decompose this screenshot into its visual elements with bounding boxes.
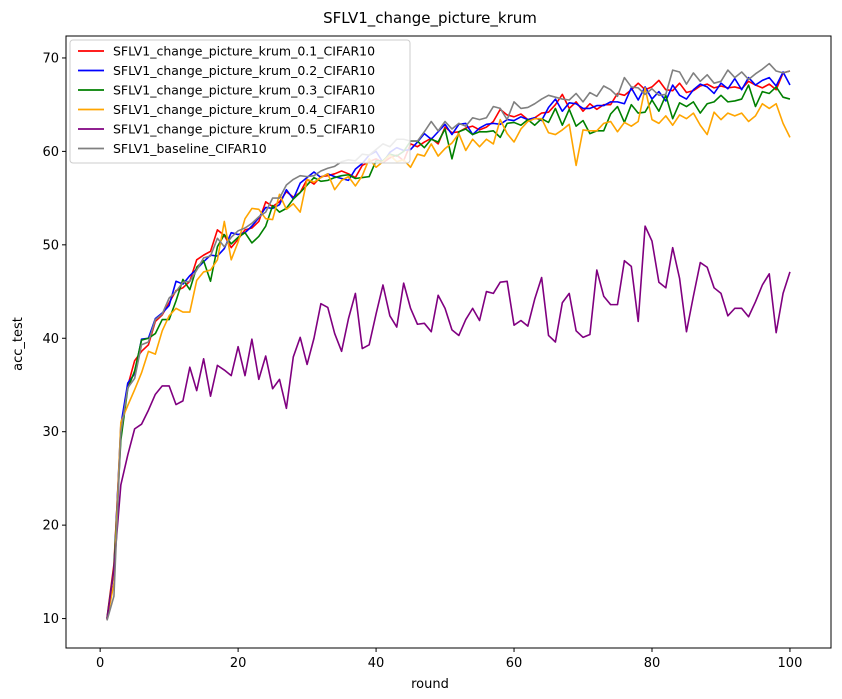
x-tick-label: 0 — [96, 656, 104, 671]
axes-frame — [65, 35, 832, 649]
legend-label: SFLV1_change_picture_krum_0.2_CIFAR10 — [113, 63, 375, 78]
legend-label: SFLV1_change_picture_krum_0.4_CIFAR10 — [113, 102, 375, 117]
y-tick-label: 30 — [42, 425, 59, 440]
x-tick-label: 60 — [506, 656, 523, 671]
legend: SFLV1_change_picture_krum_0.1_CIFAR10 SFL… — [69, 39, 411, 164]
legend-label: SFLV1_change_picture_krum_0.1_CIFAR10 — [113, 44, 375, 59]
series-line-6 — [106, 62, 791, 621]
y-tick-label: 70 — [42, 51, 59, 66]
x-tick-label: 40 — [368, 656, 385, 671]
y-tick-label: 20 — [42, 519, 59, 534]
legend-label: SFLV1_change_picture_krum_0.5_CIFAR10 — [113, 122, 375, 137]
chart-title: SFLV1_change_picture_krum — [323, 9, 537, 28]
legend-box — [69, 39, 411, 164]
series-line-5 — [106, 225, 791, 620]
y-tick-label: 50 — [42, 238, 59, 253]
series-line-4 — [106, 87, 791, 620]
x-tick-label: 20 — [230, 656, 247, 671]
y-axis-title: acc_test — [11, 317, 26, 371]
x-tick-label: 100 — [778, 656, 803, 671]
y-tick-label: 40 — [42, 332, 59, 347]
legend-label: SFLV1_change_picture_krum_0.3_CIFAR10 — [113, 83, 375, 98]
y-tick-label: 10 — [42, 612, 59, 627]
series-line-2 — [106, 71, 791, 619]
y-tick-label: 60 — [42, 145, 59, 160]
x-axis-title: round — [411, 677, 449, 692]
y-axis-ticks: 10 20 30 40 50 60 70 — [42, 51, 66, 627]
x-axis-ticks: 0 20 40 60 80 100 — [96, 648, 802, 671]
plot-lines — [106, 62, 791, 621]
x-tick-label: 80 — [644, 656, 661, 671]
legend-label: SFLV1_baseline_CIFAR10 — [113, 141, 267, 156]
